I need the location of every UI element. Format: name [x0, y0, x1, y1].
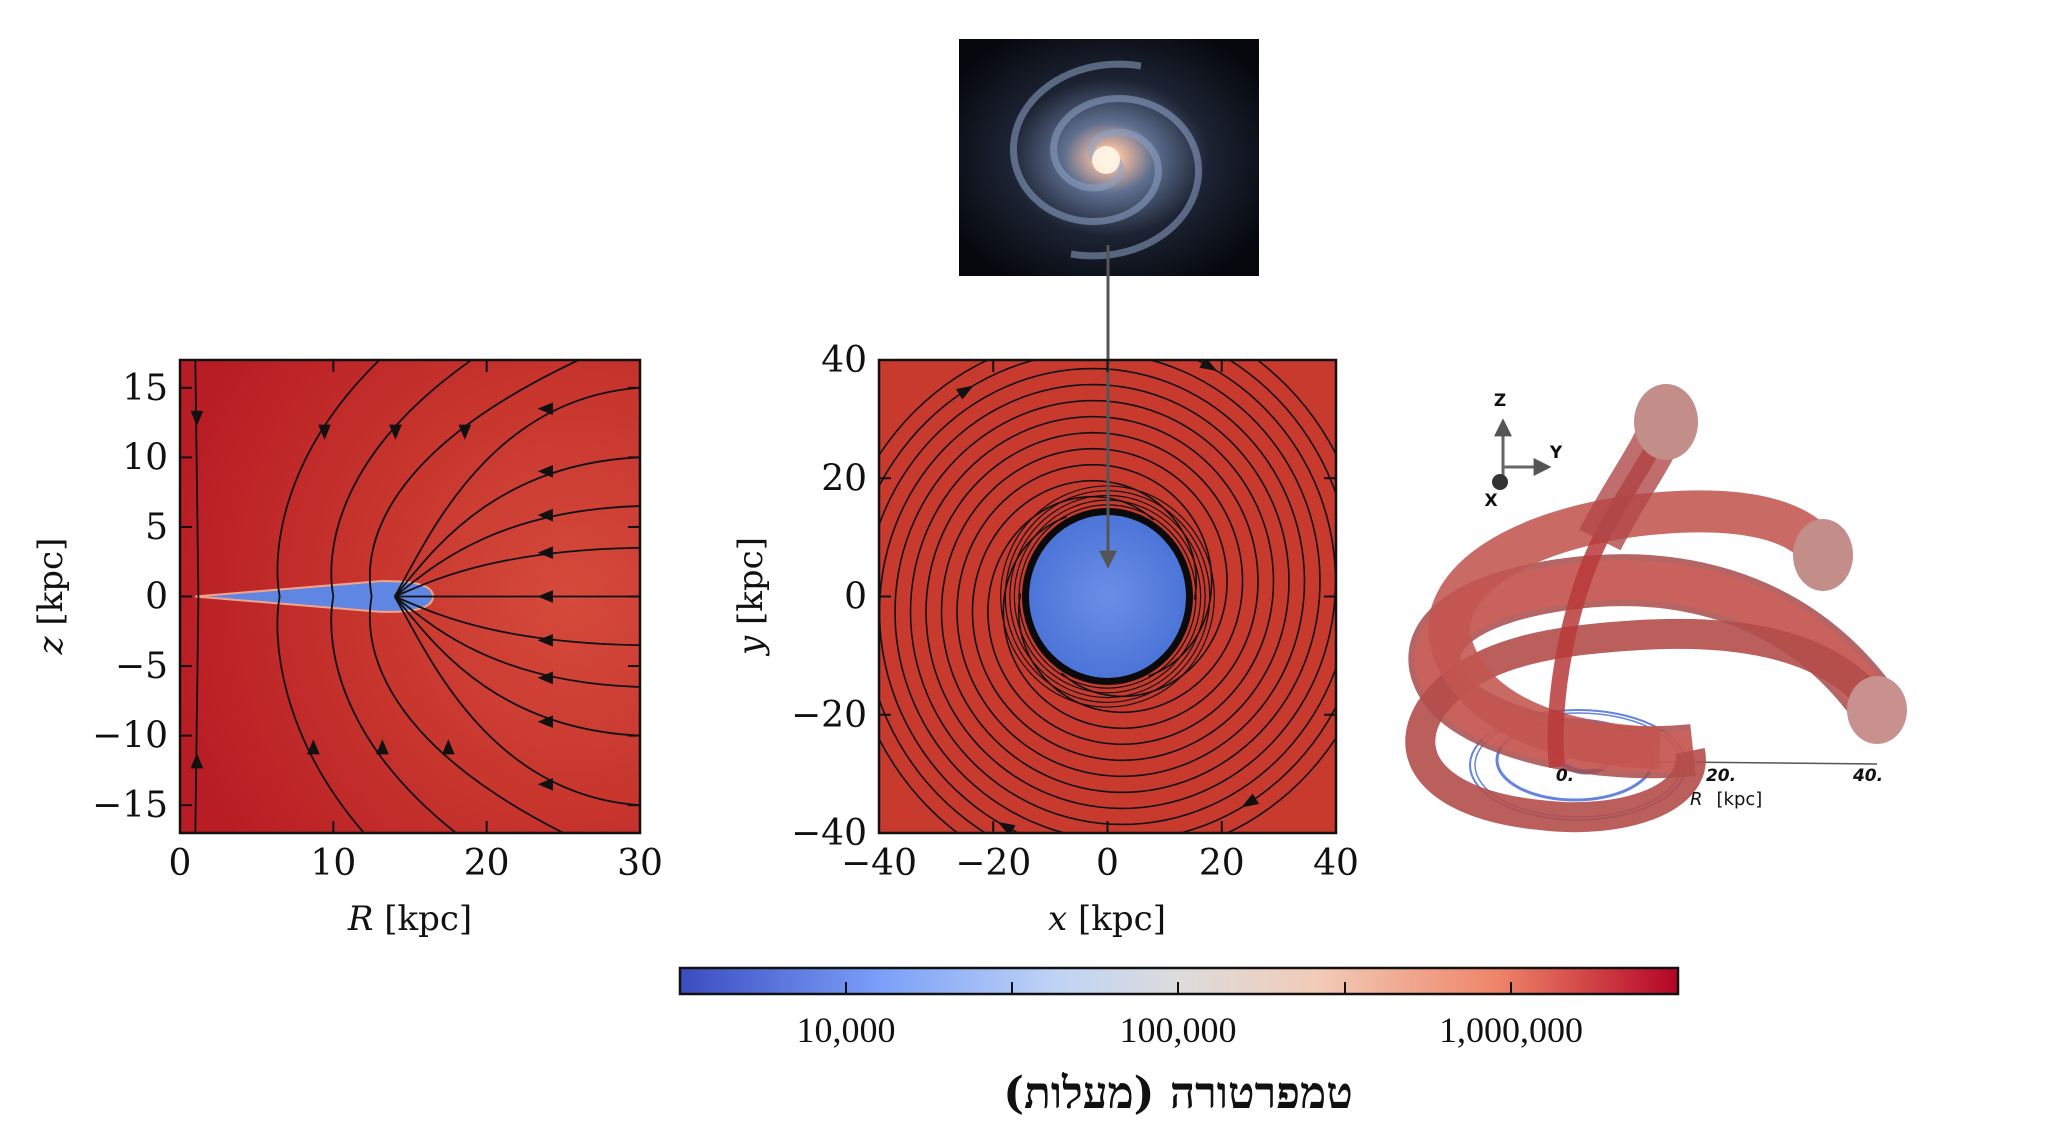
- streamline-arrow: [1199, 360, 1218, 372]
- streamline: [194, 360, 200, 833]
- 3d-tick-0: 0.: [1556, 766, 1574, 786]
- colorbar-tick-label: 10,000: [797, 1010, 896, 1050]
- x-tick-label: −40: [841, 843, 917, 884]
- colorbar-label: טמפרטורה (מעלות): [1003, 1068, 1353, 1119]
- middle-panel-xy: −40 −20 0 20 40 40 20 0 −20 −40 x [kpc] y [kpc]: [731, 245, 1359, 939]
- streamline: [879, 367, 1306, 833]
- left-ylabel: z [kpc]: [31, 538, 71, 656]
- middle-ylabel: y [kpc]: [731, 537, 771, 657]
- x-tick-label: 30: [617, 843, 663, 884]
- tube-end-cap: [1793, 519, 1853, 591]
- galaxy-arm: [1009, 60, 1162, 226]
- streamline-arrow: [537, 633, 553, 647]
- y-tick-label: −40: [791, 813, 867, 854]
- streamline: [894, 360, 1336, 833]
- streamline-arrow: [537, 546, 553, 560]
- streamline: [394, 595, 640, 647]
- x-tick-label: 0: [169, 843, 192, 884]
- y-tick-label: −20: [791, 695, 867, 736]
- left-panel-Rz: 0 10 20 30 15 10 5 0 −5 −10 −15 R [kpc] z [kpc]: [31, 358, 663, 939]
- streamline-arrow: [955, 385, 974, 400]
- x-tick-label: 10: [310, 843, 356, 884]
- y-tick-label: 5: [145, 507, 168, 548]
- y-tick-label: −15: [92, 785, 168, 826]
- streamline-arrow: [537, 715, 553, 729]
- left-xlabel: R [kpc]: [347, 899, 472, 939]
- streamline-arrow: [537, 464, 553, 478]
- tube-end-cap: [1634, 384, 1698, 460]
- streamline: [909, 360, 1336, 826]
- y-tick-label: 15: [122, 368, 168, 409]
- streamline-arrow: [1346, 566, 1356, 580]
- streamline: [394, 595, 640, 688]
- galaxy-arm: [1050, 94, 1203, 260]
- streamline-arrow: [1241, 793, 1260, 808]
- 3d-axis-label: R [kpc]: [1690, 789, 1762, 810]
- 3d-tick-20: 20.: [1706, 766, 1736, 786]
- svg-text:X: X: [1484, 491, 1497, 511]
- streamline: [393, 595, 640, 737]
- streamline: [330, 360, 472, 833]
- svg-text:Y: Y: [1549, 443, 1563, 463]
- middle-xlabel: x [kpc]: [1048, 899, 1166, 939]
- streamline-arrow: [997, 821, 1016, 833]
- svg-text:Z: Z: [1494, 391, 1506, 411]
- y-tick-label: 20: [821, 458, 867, 499]
- y-tick-label: 40: [821, 340, 867, 381]
- streamline: [879, 360, 1336, 810]
- streamline: [393, 386, 640, 597]
- y-tick-label: −10: [92, 716, 168, 757]
- tube-end-cap: [1847, 676, 1907, 744]
- colorbar-tick-label: 1,000,000: [1439, 1010, 1583, 1050]
- axes-triad-icon: Z Y X: [1484, 391, 1562, 511]
- streamline: [879, 383, 1336, 833]
- y-tick-label: 0: [844, 577, 867, 618]
- x-tick-label: 20: [464, 843, 510, 884]
- streamline-arrow: [537, 777, 553, 791]
- streamline: [393, 596, 640, 807]
- helix-tubes: [1405, 413, 1899, 833]
- colorbar-tick-label: 100,000: [1120, 1010, 1237, 1050]
- streamline: [276, 360, 380, 833]
- right-panel-3d: 0. 20. 40. R [kpc] Z Y X: [1405, 384, 1907, 833]
- streamline-arrow: [537, 508, 553, 522]
- 3d-tick-40: 40.: [1852, 766, 1883, 786]
- streamline-arrow: [537, 671, 553, 685]
- streamline: [879, 360, 1321, 833]
- x-tick-label: 0: [1096, 843, 1119, 884]
- streamline: [368, 360, 580, 833]
- streamline: [394, 546, 640, 598]
- y-tick-label: 10: [122, 437, 168, 478]
- galaxy-inset-image: [959, 39, 1259, 276]
- y-tick-label: 0: [145, 577, 168, 618]
- colorbar: 10,000 100,000 1,000,000 טמפרטורה (מעלות…: [678, 966, 1680, 1119]
- x-tick-label: 20: [1199, 843, 1245, 884]
- streamline: [394, 505, 640, 598]
- streamline-arrow: [537, 402, 553, 416]
- x-tick-label: 40: [1313, 843, 1359, 884]
- streamline: [393, 456, 640, 598]
- x-tick-label: −20: [955, 843, 1031, 884]
- y-tick-label: −5: [115, 646, 168, 687]
- gas-disk-face-on: [1027, 513, 1188, 680]
